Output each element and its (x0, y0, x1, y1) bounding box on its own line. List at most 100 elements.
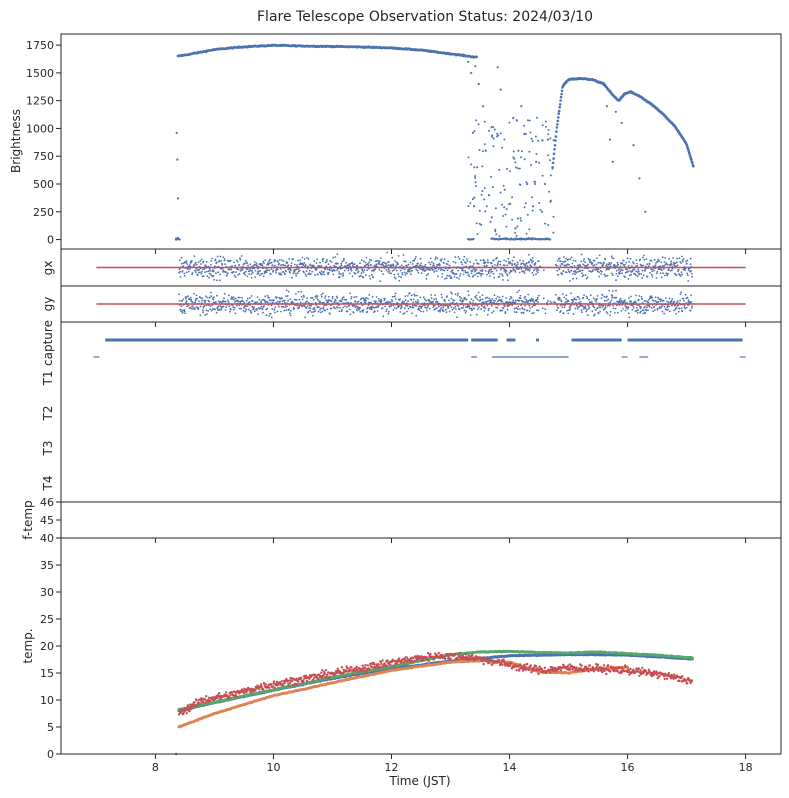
gx-point (287, 264, 290, 267)
brightness-point (471, 131, 474, 134)
gy-point (412, 306, 415, 309)
gy-point (532, 298, 534, 301)
brightness-point (483, 120, 486, 123)
gx-point (340, 273, 342, 275)
gy-point (488, 297, 491, 300)
brightness-point (496, 132, 499, 135)
gy-point (257, 313, 259, 315)
gy-point (270, 316, 273, 319)
gx-point (299, 259, 301, 262)
gy-point (487, 300, 490, 302)
gx-point (663, 264, 665, 267)
gy-point (195, 294, 198, 297)
gx-point (212, 270, 215, 273)
gx-point (603, 262, 605, 265)
gx-point (304, 264, 307, 266)
gx-point (390, 272, 392, 275)
brightness-point (499, 88, 502, 91)
gy-point (435, 297, 437, 300)
gx-point (691, 275, 693, 278)
gy-point (442, 306, 445, 309)
gy-point (313, 306, 316, 309)
gx-point (425, 278, 428, 280)
gy-point (362, 309, 365, 311)
brightness-point (481, 190, 484, 192)
gx-point (309, 263, 312, 266)
gx-point (678, 257, 681, 259)
gx-point (503, 264, 506, 267)
gy-point (428, 307, 431, 310)
gx-point (247, 264, 250, 267)
brightness-point (494, 228, 497, 231)
gy-point (588, 306, 591, 309)
gx-point (380, 270, 383, 273)
gx-point (399, 269, 402, 272)
brightness-point (551, 161, 555, 165)
gy-point (349, 292, 351, 295)
gx-point (345, 261, 348, 264)
brightness-point (516, 167, 519, 170)
gx-point (597, 268, 600, 271)
gy-point (361, 311, 364, 313)
gx-point (340, 262, 343, 265)
gx-point (210, 260, 213, 262)
gy-point (251, 300, 254, 302)
gy-point (331, 297, 334, 300)
gx-point (256, 264, 258, 267)
gx-point (667, 272, 669, 275)
gx-point (513, 256, 515, 259)
gx-point (464, 269, 466, 272)
gx-point (266, 269, 269, 272)
gx-point (641, 269, 644, 272)
gx-point (395, 269, 398, 272)
gy-point (390, 304, 393, 307)
gy-point (345, 298, 348, 301)
brightness-point (481, 105, 485, 108)
gy-point (495, 297, 498, 300)
gy-point (470, 298, 473, 301)
gx-point (664, 256, 667, 259)
gx-point (254, 269, 257, 272)
gy-point (205, 309, 208, 312)
gy-point (517, 305, 520, 308)
gx-point (485, 264, 488, 267)
gy-point (204, 314, 207, 316)
gy-point (241, 297, 244, 299)
gy-point (341, 308, 343, 311)
gy-point (554, 293, 557, 296)
brightness-point (491, 186, 494, 188)
brightness-point (470, 163, 473, 166)
gy-point (268, 296, 270, 299)
gy-point (189, 296, 192, 299)
gx-point (535, 273, 537, 276)
gx-point (507, 257, 510, 260)
gx-point (488, 272, 490, 275)
gy-point (602, 305, 604, 308)
gy-point (324, 295, 327, 297)
gy-point (519, 297, 522, 300)
gy-point (630, 295, 632, 298)
gx-point (632, 261, 634, 263)
gy-point (611, 290, 614, 292)
gx-point (497, 260, 500, 263)
gx-point (562, 270, 565, 272)
gy-point (479, 298, 482, 301)
gy-point (584, 305, 587, 307)
brightness-point (552, 157, 555, 160)
gy-point (449, 304, 452, 307)
gx-point (233, 274, 236, 277)
gx-point (311, 270, 314, 273)
brightness-point (481, 165, 484, 168)
gy-point (501, 295, 504, 298)
gy-point (677, 310, 680, 313)
gy-point (416, 299, 419, 302)
brightness-point (475, 55, 479, 59)
gy-point (595, 300, 598, 303)
gx-point (689, 263, 692, 266)
brightness-point (495, 233, 498, 236)
gy-point (208, 300, 211, 303)
gy-point (182, 298, 185, 301)
gx-point (575, 277, 578, 280)
gx-point (558, 257, 561, 260)
gx-point (626, 268, 628, 271)
